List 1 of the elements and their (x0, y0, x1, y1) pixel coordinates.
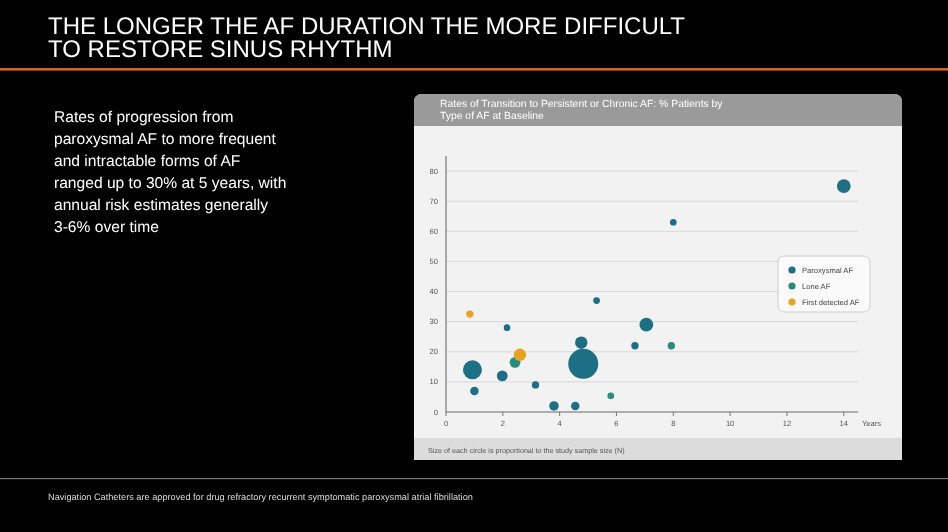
chart-title: THE LONGER THE AF DURATION THE MORE DIFFICULT TO RESTORE SINUS RHYTHM (48, 12, 687, 63)
